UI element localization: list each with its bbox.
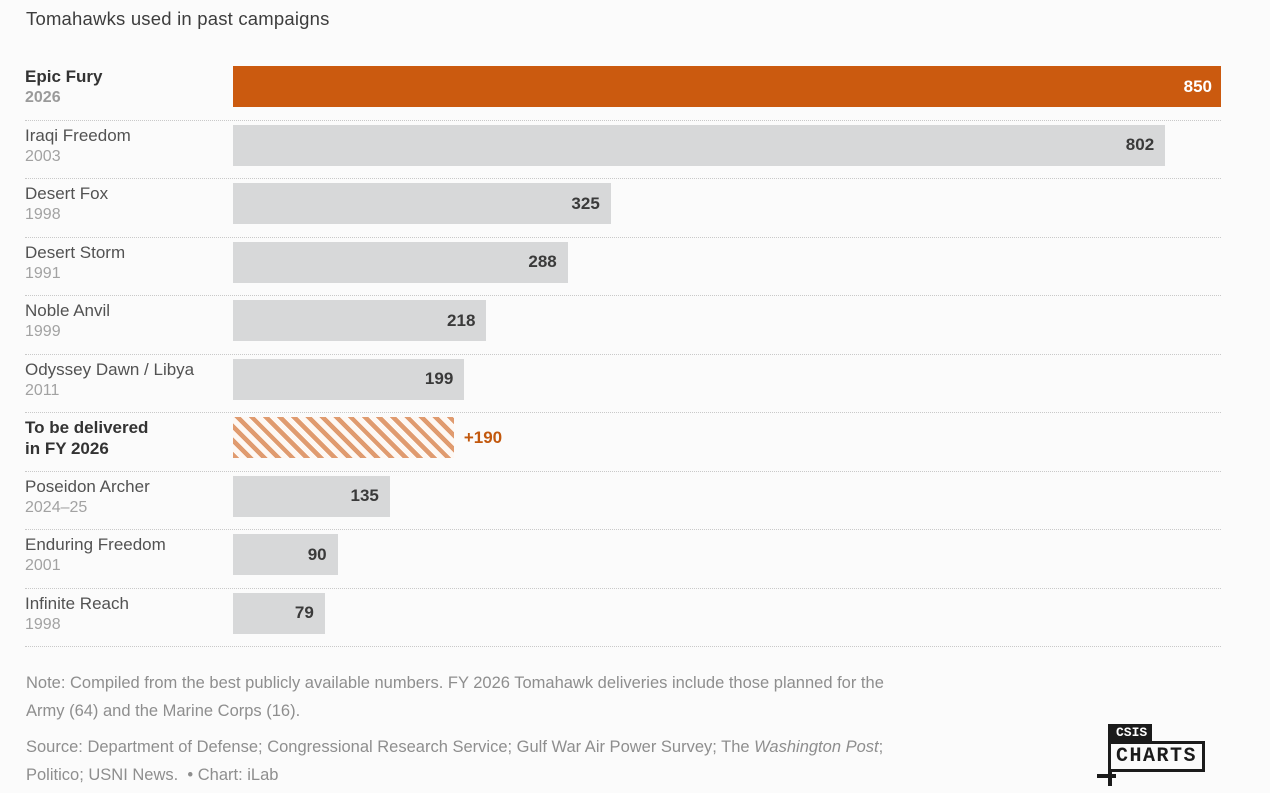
bar: 135 [233,475,390,517]
bar: 199 [233,358,465,400]
bar-area: 288 [233,241,1221,283]
logo-csis-text: CSIS [1111,724,1153,741]
bar-value: 850 [1183,76,1212,96]
campaign-year: 1991 [25,264,61,282]
chart-row: Odyssey Dawn / Libya 2011 199 [25,355,1221,413]
campaign-year: 1998 [25,615,61,633]
row-label-group: Odyssey Dawn / Libya 2011 [25,359,233,401]
bar-chart: Epic Fury 2026 850 Iraqi Freedom 2003 802 Dese… [25,62,1221,647]
bar-area: 199 [233,358,1221,400]
row-label-group: Enduring Freedom 2001 [25,534,233,576]
campaign-name: Desert Fox [25,184,109,203]
campaign-name: Desert Storm [25,242,126,262]
bar-area: +190 [233,417,1221,458]
source-line-2: Politico; USNI News. • Chart: iLab [26,766,279,784]
bar: 325 [233,183,611,224]
chart-note: Note: Compiled from the best publicly av… [26,669,884,725]
bar: 802 [233,124,1166,166]
chart-row: Infinite Reach 1998 79 [25,589,1221,647]
bar-value: 79 [294,603,314,622]
campaign-name: Noble Anvil [25,301,111,320]
campaign-year: 2003 [25,147,61,165]
page-title: Tomahawks used in past campaigns [26,8,330,29]
logo-tick-line [1097,774,1116,778]
row-label-group: To be delivered in FY 2026 [25,417,233,459]
chart-row: Desert Fox 1998 325 [25,179,1221,238]
bar-value: 802 [1125,135,1155,154]
campaign-year: 2026 [25,89,61,106]
logo-charts-text: CHARTS [1108,741,1206,772]
bar-value: 90 [307,544,327,564]
campaign-year: 1998 [25,206,61,223]
bar-area: 90 [233,534,1221,575]
bar: 90 [233,534,338,575]
row-label-group: Desert Fox 1998 [25,183,233,225]
chart-row: Noble Anvil 1999 218 [25,296,1221,355]
source-text-suffix: ; [878,738,884,756]
row-label-group: Poseidon Archer 2024–25 [25,476,233,518]
bar-area: 850 [233,66,1221,107]
campaign-name: Iraqi Freedom [25,125,131,145]
bar: 79 [233,592,325,634]
campaign-year: 2011 [25,381,60,399]
row-label-group: Desert Storm 1991 [25,242,233,284]
campaign-name: To be delivered [25,418,149,437]
campaign-name: Poseidon Archer [25,476,150,496]
bar-area: 79 [233,592,1221,634]
bar-area: 218 [233,300,1221,341]
bar [233,417,454,458]
chart-row: Poseidon Archer 2024–25 135 [25,472,1221,530]
chart-row: Epic Fury 2026 850 [25,62,1221,121]
note-line-2: Army (64) and the Marine Corps (16). [26,702,301,720]
bar: 288 [233,241,568,283]
campaign-name: Odyssey Dawn / Libya [25,359,195,379]
bar: 218 [233,300,487,341]
bar-value: 199 [424,369,454,388]
chart-row: Iraqi Freedom 2003 802 [25,121,1221,179]
bar-value: 288 [528,252,557,271]
bar-area: 802 [233,124,1221,166]
bar: 850 [233,66,1221,107]
bar-value: 325 [571,193,600,213]
bar-value: 135 [350,486,379,505]
campaign-year: in FY 2026 [25,439,109,458]
campaign-year: 1999 [25,323,61,340]
campaign-year: 2024–25 [25,498,88,516]
chart-row: Enduring Freedom 2001 90 [25,530,1221,589]
chart-row: Desert Storm 1991 288 [25,238,1221,296]
bar-value: +190 [463,427,503,447]
csis-charts-logo: CSIS CHARTS [1097,719,1237,793]
chart-row: To be delivered in FY 2026 +190 [25,413,1221,472]
row-label-group: Epic Fury 2026 [25,66,233,108]
note-line-1: Note: Compiled from the best publicly av… [26,674,884,692]
campaign-name: Epic Fury [25,67,103,86]
source-text: Source: Department of Defense; Congressi… [26,738,755,756]
campaign-name: Infinite Reach [25,593,129,613]
bar-area: 135 [233,475,1221,517]
row-label-group: Infinite Reach 1998 [25,593,233,635]
bar-value: 218 [447,310,476,330]
campaign-name: Enduring Freedom [25,535,166,554]
source-line-1: Source: Department of Defense; Congressi… [26,733,883,761]
source-publication: Washington Post [754,738,879,756]
chart-source: Source: Department of Defense; Congressi… [26,733,883,789]
campaign-year: 2001 [25,557,61,574]
row-label-group: Noble Anvil 1999 [25,300,233,342]
bar-area: 325 [233,183,1221,224]
row-label-group: Iraqi Freedom 2003 [25,125,233,167]
